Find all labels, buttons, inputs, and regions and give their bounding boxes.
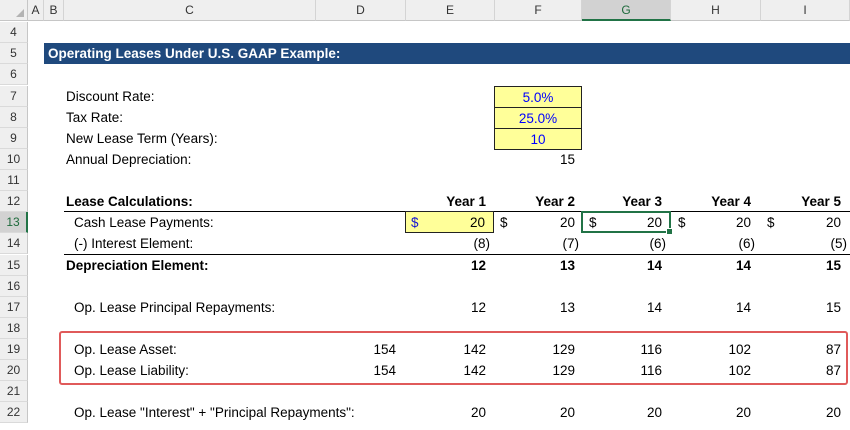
lease-term-input[interactable]: 10 — [494, 128, 582, 150]
row-header-20[interactable]: 20 — [0, 360, 28, 382]
interest-year-4[interactable]: (6) — [738, 236, 756, 251]
subtotal-line — [64, 254, 850, 255]
row-header-14[interactable]: 14 — [0, 233, 28, 255]
row-header-6[interactable]: 6 — [0, 64, 28, 86]
column-header-a[interactable]: A — [28, 0, 44, 21]
lease-asset-year-5[interactable]: 87 — [825, 342, 841, 357]
highlight-box — [59, 331, 848, 385]
depreciation-element-label[interactable]: Depreciation Element: — [66, 258, 209, 273]
interest-principal-year-5[interactable]: 20 — [825, 405, 841, 420]
depreciation-year-5[interactable]: 15 — [825, 258, 841, 273]
lease-liability-year-1[interactable]: 142 — [463, 363, 486, 378]
currency-symbol: $ — [500, 215, 508, 230]
row-header-18[interactable]: 18 — [0, 318, 28, 340]
lease-asset-label[interactable]: Op. Lease Asset: — [74, 342, 177, 357]
depreciation-year-2[interactable]: 13 — [559, 258, 575, 273]
row-header-8[interactable]: 8 — [0, 107, 28, 129]
cash-payment-year-2[interactable]: 20 — [559, 215, 575, 230]
tax-rate-label[interactable]: Tax Rate: — [66, 110, 124, 125]
lease-term-label[interactable]: New Lease Term (Years): — [66, 131, 218, 146]
year-3-header[interactable]: Year 3 — [622, 194, 662, 209]
row-header-19[interactable]: 19 — [0, 339, 28, 361]
lease-liability-year-4[interactable]: 102 — [728, 363, 751, 378]
interest-year-5[interactable]: (5) — [830, 236, 848, 251]
interest-element-label[interactable]: (-) Interest Element: — [74, 236, 194, 251]
principal-year-4[interactable]: 14 — [735, 300, 751, 315]
row-header-16[interactable]: 16 — [0, 276, 28, 298]
cash-payment-year-3[interactable]: 20 — [646, 215, 662, 230]
year-1-header[interactable]: Year 1 — [446, 194, 486, 209]
interest-principal-year-1[interactable]: 20 — [470, 405, 486, 420]
principal-year-2[interactable]: 13 — [559, 300, 575, 315]
interest-year-3[interactable]: (6) — [649, 236, 667, 251]
lease-liability-year-5[interactable]: 87 — [825, 363, 841, 378]
row-header-9[interactable]: 9 — [0, 128, 28, 150]
depreciation-year-4[interactable]: 14 — [735, 258, 751, 273]
interest-year-1[interactable]: (8) — [473, 236, 491, 251]
column-header-b[interactable]: B — [44, 0, 64, 21]
lease-asset-year-4[interactable]: 102 — [728, 342, 751, 357]
section-title[interactable]: Operating Leases Under U.S. GAAP Example… — [44, 43, 850, 64]
tax-rate-input[interactable]: 25.0% — [494, 107, 582, 129]
lease-liability-label[interactable]: Op. Lease Liability: — [74, 363, 189, 378]
lease-calculations-header[interactable]: Lease Calculations: — [66, 194, 193, 209]
row-header-21[interactable]: 21 — [0, 381, 28, 403]
principal-year-5[interactable]: 15 — [825, 300, 841, 315]
lease-liability-initial[interactable]: 154 — [373, 363, 396, 378]
lease-asset-year-2[interactable]: 129 — [552, 342, 575, 357]
lease-asset-year-3[interactable]: 116 — [640, 342, 662, 357]
annual-depreciation-value[interactable]: 15 — [559, 152, 575, 167]
year-2-header[interactable]: Year 2 — [535, 194, 575, 209]
interest-principal-year-3[interactable]: 20 — [646, 405, 662, 420]
interest-principal-label[interactable]: Op. Lease "Interest" + "Principal Repaym… — [74, 405, 355, 420]
currency-symbol: $ — [589, 215, 597, 230]
row-header-5[interactable]: 5 — [0, 43, 28, 65]
row-header-7[interactable]: 7 — [0, 86, 28, 108]
year-4-header[interactable]: Year 4 — [711, 194, 751, 209]
column-header-c[interactable]: C — [64, 0, 316, 21]
cash-lease-payments-label[interactable]: Cash Lease Payments: — [74, 215, 214, 230]
interest-principal-year-4[interactable]: 20 — [735, 405, 751, 420]
currency-symbol: $ — [767, 215, 775, 230]
discount-rate-input[interactable]: 5.0% — [494, 86, 582, 108]
row-header-13[interactable]: 13 — [0, 212, 28, 234]
cash-payment-year-1[interactable]: 20 — [405, 211, 494, 233]
depreciation-year-1[interactable]: 12 — [470, 258, 486, 273]
principal-year-3[interactable]: 14 — [646, 300, 662, 315]
column-header-f[interactable]: F — [495, 0, 582, 21]
lease-asset-initial[interactable]: 154 — [373, 342, 396, 357]
column-header-g[interactable]: G — [582, 0, 671, 21]
interest-year-2[interactable]: (7) — [562, 236, 580, 251]
currency-symbol: $ — [678, 215, 686, 230]
lease-liability-year-2[interactable]: 129 — [552, 363, 575, 378]
row-header-15[interactable]: 15 — [0, 255, 28, 277]
row-header-10[interactable]: 10 — [0, 149, 28, 171]
column-header-d[interactable]: D — [316, 0, 406, 21]
row-header-22[interactable]: 22 — [0, 402, 28, 424]
active-cell-selection[interactable] — [581, 211, 673, 235]
principal-repayments-label[interactable]: Op. Lease Principal Repayments: — [74, 300, 276, 315]
principal-year-1[interactable]: 12 — [470, 300, 486, 315]
lease-liability-year-3[interactable]: 116 — [640, 363, 662, 378]
row-header-17[interactable]: 17 — [0, 297, 28, 319]
cash-payment-year-5[interactable]: 20 — [825, 215, 841, 230]
interest-principal-year-2[interactable]: 20 — [559, 405, 575, 420]
currency-symbol: $ — [411, 215, 419, 230]
discount-rate-label[interactable]: Discount Rate: — [66, 89, 155, 104]
lease-asset-year-1[interactable]: 142 — [463, 342, 486, 357]
row-header-4[interactable]: 4 — [0, 22, 28, 44]
annual-depreciation-label[interactable]: Annual Depreciation: — [66, 152, 192, 167]
column-header-i[interactable]: I — [761, 0, 850, 21]
depreciation-year-3[interactable]: 14 — [646, 258, 662, 273]
year-5-header[interactable]: Year 5 — [801, 194, 841, 209]
row-header-11[interactable]: 11 — [0, 170, 28, 192]
row-header-12[interactable]: 12 — [0, 191, 28, 213]
column-header-h[interactable]: H — [671, 0, 761, 21]
column-header-e[interactable]: E — [406, 0, 495, 21]
cash-payment-year-4[interactable]: 20 — [735, 215, 751, 230]
select-all-corner[interactable] — [0, 0, 28, 21]
